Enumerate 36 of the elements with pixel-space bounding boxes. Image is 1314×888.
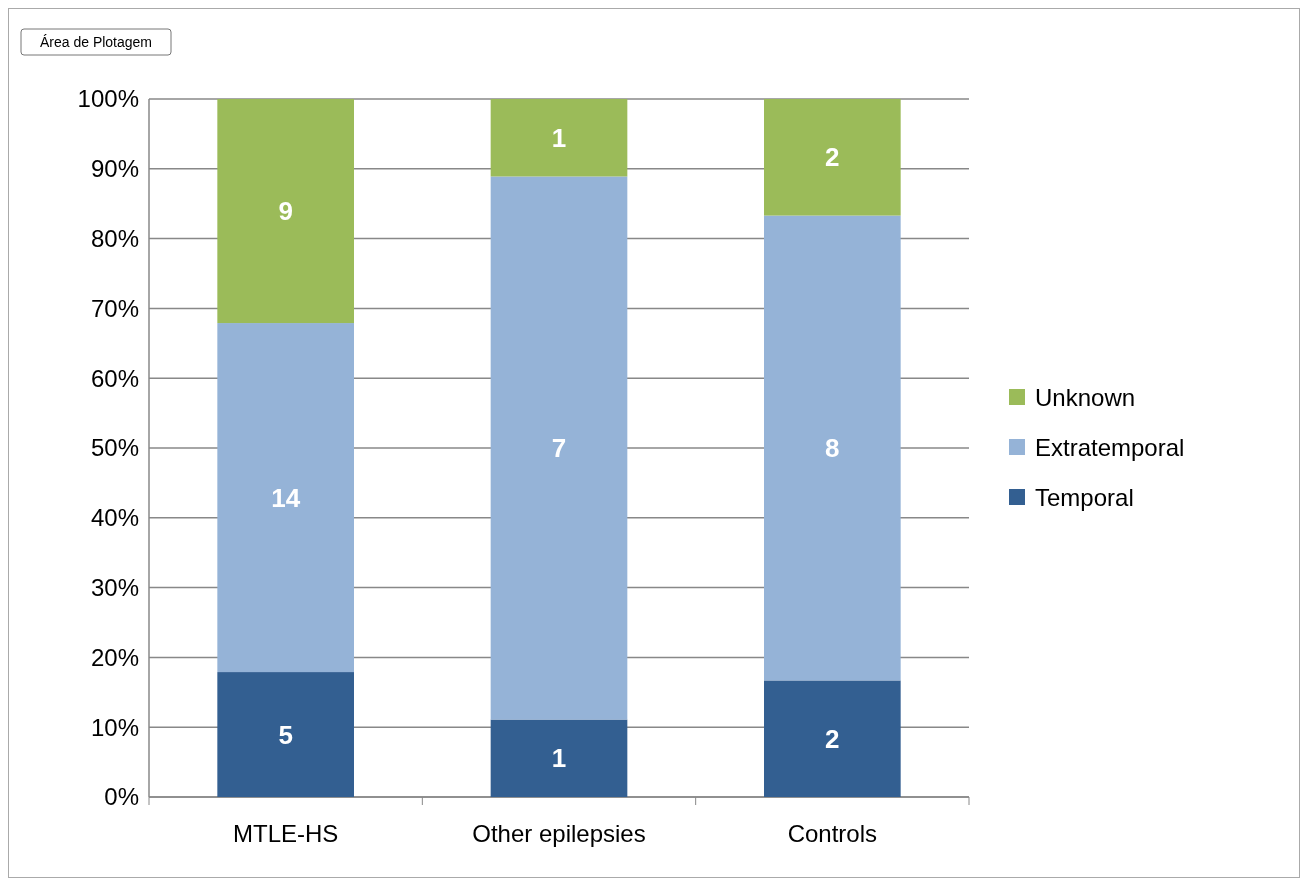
y-tick-label: 30%: [90, 574, 139, 601]
y-tick-label: 40%: [90, 504, 139, 532]
y-tick-label: 50%: [90, 434, 139, 462]
legend-label: Extratemporal: [1035, 434, 1185, 462]
legend-label: Unknown: [1035, 384, 1136, 412]
y-tick-label: 70%: [90, 294, 139, 322]
y-tick-label: 100%: [77, 85, 139, 113]
legend-label: Temporal: [1035, 484, 1134, 512]
y-tick-label: 60%: [90, 364, 139, 392]
y-tick-label: 10%: [90, 713, 139, 741]
bar: [764, 215, 901, 681]
annotation: 2: [825, 142, 840, 173]
bar: [217, 99, 354, 324]
bar: [764, 680, 901, 797]
x-tick-label: Controls: [787, 820, 878, 847]
x-tick-label: Other epilepsies: [472, 820, 646, 847]
bar: [490, 176, 628, 720]
annotation: 9: [278, 196, 293, 227]
bar: [490, 719, 628, 797]
bar: [764, 99, 901, 216]
bar: [217, 672, 354, 797]
annotation: 7: [551, 433, 567, 464]
annotation: 1: [551, 743, 567, 774]
annotation: 1: [551, 122, 567, 153]
text: Área de Plotagem: [39, 33, 153, 50]
y-tick-label: 20%: [90, 643, 139, 671]
annotation: 8: [825, 433, 840, 464]
y-tick-label: 90%: [90, 155, 139, 183]
annotation: 14: [271, 482, 301, 513]
bar: [217, 323, 354, 673]
y-tick-label: 0%: [104, 783, 139, 811]
annotation: 5: [278, 719, 293, 750]
x-tick-label: MTLE-HS: [232, 820, 339, 847]
y-tick-label: 80%: [90, 225, 139, 252]
bar: [490, 99, 628, 177]
annotation: 2: [825, 723, 840, 754]
